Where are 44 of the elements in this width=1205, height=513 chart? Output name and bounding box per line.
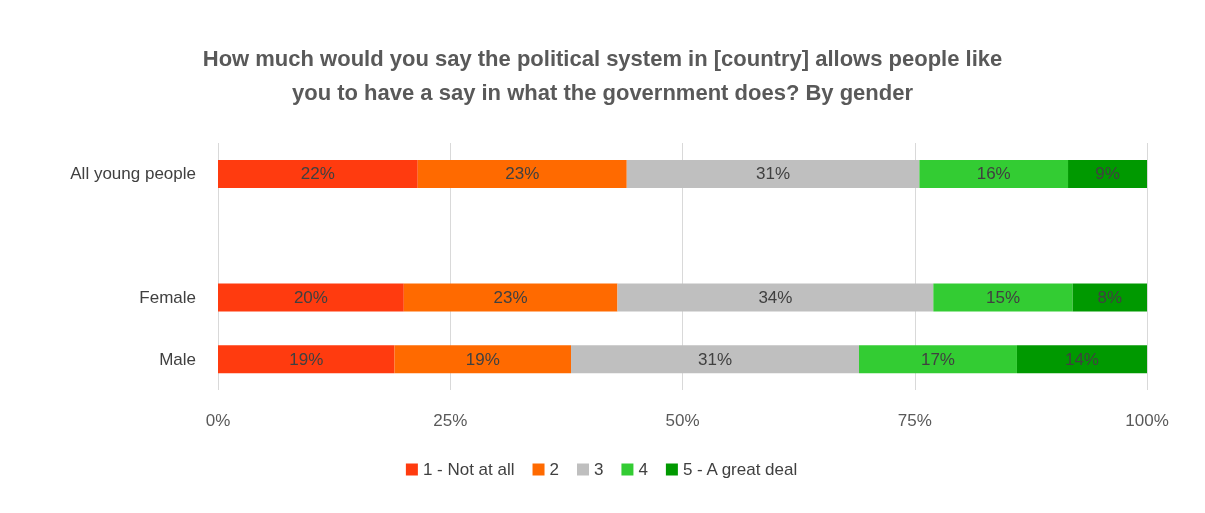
bar (1068, 159, 1147, 188)
data-label: 16% (976, 164, 1011, 184)
bar (403, 283, 618, 312)
bar (394, 345, 572, 374)
data-label: 20% (293, 287, 328, 307)
chart-title: How much would you say the political system in [country] allows people like you to have a say in what the government does? By gender (202, 45, 1003, 105)
bar (218, 345, 395, 374)
legend-label: 1 - Not at all (422, 460, 515, 479)
x-tick-label: 100% (1125, 411, 1169, 430)
data-label: 22% (300, 164, 335, 184)
legend-label: 3 (593, 460, 604, 479)
data-label: 19% (289, 349, 324, 369)
bar (218, 159, 418, 188)
data-label: 17% (920, 349, 955, 369)
y-tick-label: Female (139, 287, 196, 307)
x-tick-label: 0% (205, 411, 231, 430)
data-label: 19% (465, 349, 500, 369)
bar (919, 159, 1069, 188)
data-label: 8% (1097, 287, 1123, 307)
bar (571, 345, 860, 374)
data-label: 9% (1095, 164, 1120, 184)
data-label: 15% (985, 287, 1021, 307)
data-label: 23% (493, 287, 528, 307)
bar (417, 159, 627, 188)
legend-label: 4 (638, 460, 648, 479)
data-label: 14% (1064, 349, 1099, 369)
data-label: 34% (758, 287, 793, 307)
bar (933, 283, 1073, 312)
legend-label: 5 - A great deal (682, 460, 798, 479)
data-label: 23% (505, 164, 540, 184)
bar (218, 283, 404, 312)
bar (617, 283, 934, 312)
legend-label: 2 (549, 460, 559, 479)
x-tick-label: 75% (897, 411, 932, 430)
bar (626, 159, 920, 188)
bar (1016, 345, 1147, 374)
data-label: 31% (756, 164, 791, 184)
bar (1072, 283, 1147, 312)
bar (859, 345, 1017, 374)
y-tick-label: Male (159, 349, 196, 369)
data-label: 31% (698, 349, 733, 369)
x-tick-label: 50% (665, 411, 700, 430)
y-tick-label: All young people (70, 164, 196, 184)
x-tick-label: 25% (433, 411, 468, 430)
